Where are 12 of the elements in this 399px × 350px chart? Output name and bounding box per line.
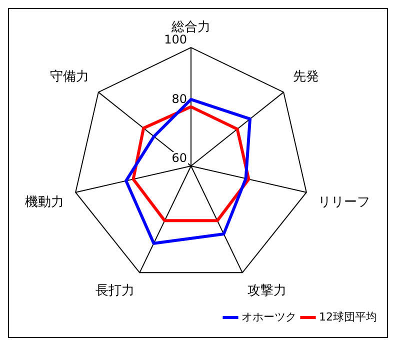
spoke-label: 総合力 — [170, 20, 210, 36]
spoke-label: 機動力 — [24, 195, 64, 210]
legend-label: 12球団平均 — [319, 310, 378, 324]
spoke-label: 長打力 — [95, 284, 134, 299]
legend-label: オホーツク — [242, 310, 297, 324]
spoke-label: リリーフ — [318, 195, 370, 210]
spoke-label: 守備力 — [50, 69, 90, 84]
y-tick-label: 60 — [172, 151, 187, 166]
spoke-label: 攻撃力 — [248, 284, 287, 299]
y-tick-label: 80 — [172, 92, 187, 106]
y-tick-label: 100 — [164, 32, 187, 47]
spoke-label: 先発 — [292, 69, 319, 84]
